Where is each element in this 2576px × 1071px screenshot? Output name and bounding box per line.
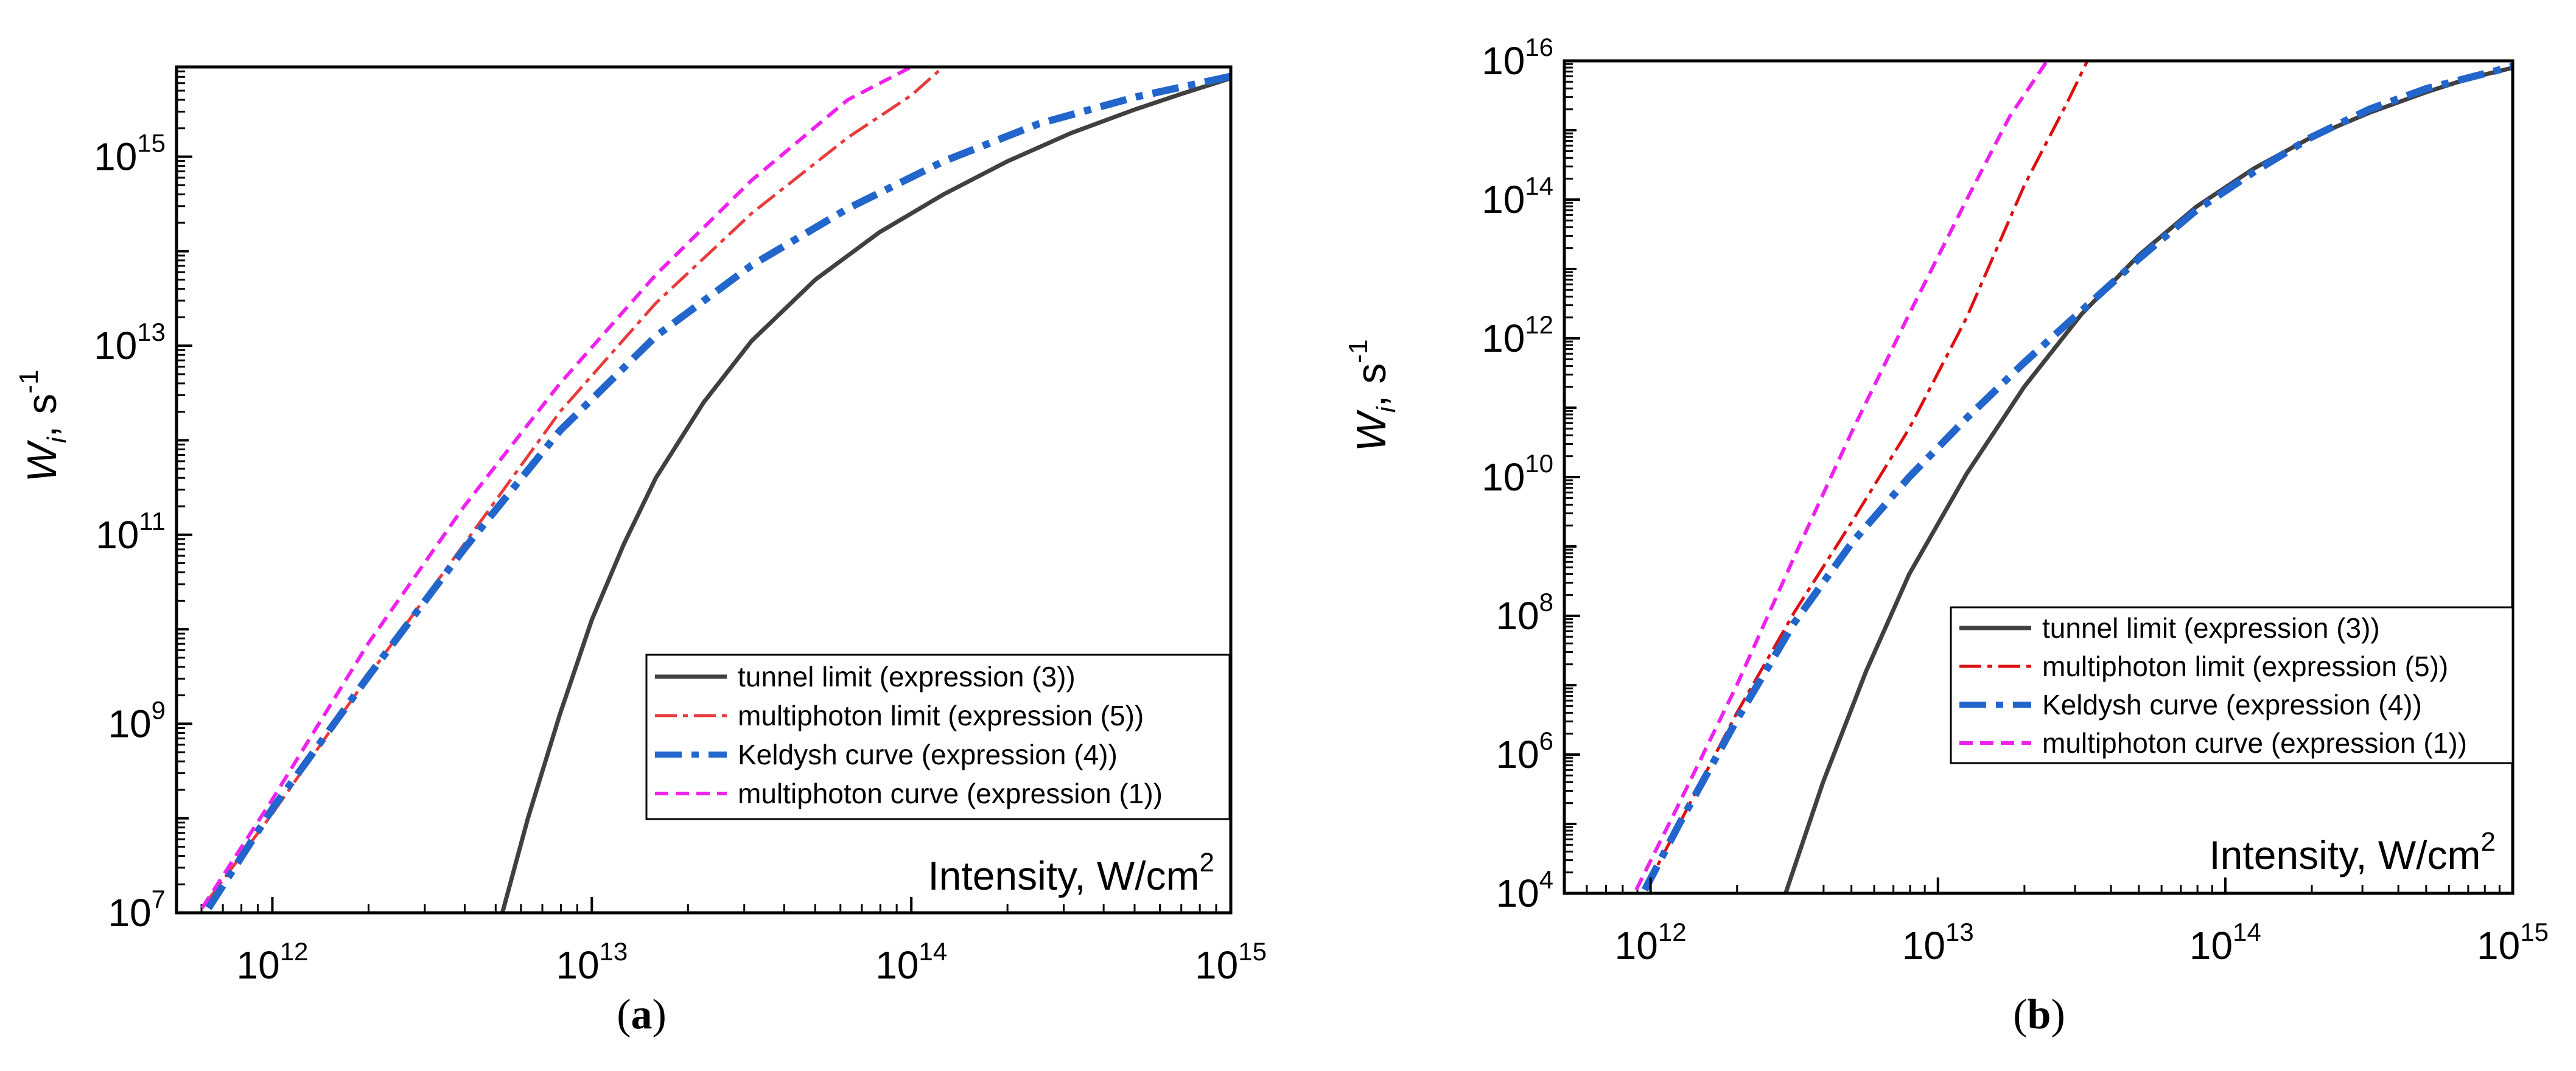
panel-caption: (b) [2013, 991, 2065, 1038]
y-tick-label: 1013 [94, 318, 166, 368]
y-tick-label: 108 [1496, 588, 1553, 638]
y-axis-label: Wi, s-1 [14, 370, 72, 483]
x-tick-label: 1015 [1195, 937, 1267, 987]
curves [200, 67, 1231, 913]
x-tick-label: 1012 [237, 937, 309, 987]
legend-label: multiphoton limit (expression (5)) [738, 700, 1144, 731]
legend-label: tunnel limit (expression (3)) [738, 661, 1076, 692]
plot-frame [175, 65, 1233, 915]
x-tick-label: 1013 [556, 937, 628, 987]
x-axis-label: Intensity, W/cm2 [2209, 827, 2496, 877]
legend: tunnel limit (expression (3)) multiphoton… [645, 654, 1231, 820]
series-line-3 [1634, 61, 2049, 891]
y-tick-label: 1014 [1482, 172, 1553, 222]
legend-label: tunnel limit (expression (3)) [2042, 612, 2380, 644]
x-tick-label: 1012 [1615, 918, 1687, 968]
y-tick-label: 107 [108, 885, 166, 935]
legend-label: Keldysh curve (expression (4)) [738, 739, 1118, 770]
legend-label: multiphoton curve (expression (1)) [738, 778, 1163, 809]
series-line-0 [500, 76, 1231, 913]
panel-caption: (a) [617, 991, 667, 1038]
legend-box [1950, 606, 2514, 764]
panel-a: 1012 1013 1014 1015 107 109 1011 1013 1015 Wi, s-… [14, 65, 1267, 1038]
panel-b: 1012 1013 1014 1015 104 106 108 1010 1012 1014 101… [1343, 33, 2549, 1038]
legend: tunnel limit (expression (3)) multiphoton… [1950, 606, 2514, 764]
y-tick-label: 1012 [1482, 310, 1553, 360]
y-tick-label: 109 [108, 696, 166, 745]
legend-label: multiphoton curve (expression (1)) [2042, 727, 2467, 759]
y-tick-label: 1011 [96, 507, 166, 557]
y-axis-label: Wi, s-1 [1343, 340, 1401, 452]
series-line-3 [200, 67, 912, 909]
series-line-1 [1643, 61, 2089, 891]
x-tick-label: 1014 [875, 937, 947, 987]
y-tick-label: 1015 [94, 129, 166, 179]
legend-label: Keldysh curve (expression (4)) [2042, 689, 2422, 720]
series-line-2 [205, 72, 1231, 910]
x-tick-label: 1015 [2477, 918, 2549, 968]
x-axis-label: Intensity, W/cm2 [928, 848, 1214, 898]
x-tick-label: 1013 [1902, 918, 1974, 968]
y-tick-label: 1016 [1482, 33, 1553, 83]
legend-box [645, 654, 1231, 820]
legend-label: multiphoton limit (expression (5)) [2042, 651, 2448, 682]
series-line-0 [1783, 65, 2513, 893]
minor-ticks [1564, 63, 2501, 893]
series-line-2 [1641, 63, 2513, 892]
curves [1634, 61, 2513, 893]
y-tick-label: 104 [1496, 865, 1553, 915]
y-tick-label: 1010 [1482, 449, 1553, 499]
y-tick-label: 106 [1496, 727, 1553, 776]
x-tick-label: 1014 [2189, 918, 2261, 968]
